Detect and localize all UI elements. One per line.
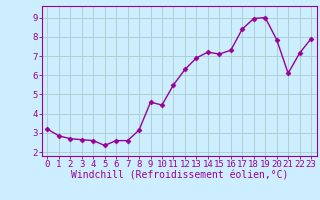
X-axis label: Windchill (Refroidissement éolien,°C): Windchill (Refroidissement éolien,°C) [70, 171, 288, 181]
